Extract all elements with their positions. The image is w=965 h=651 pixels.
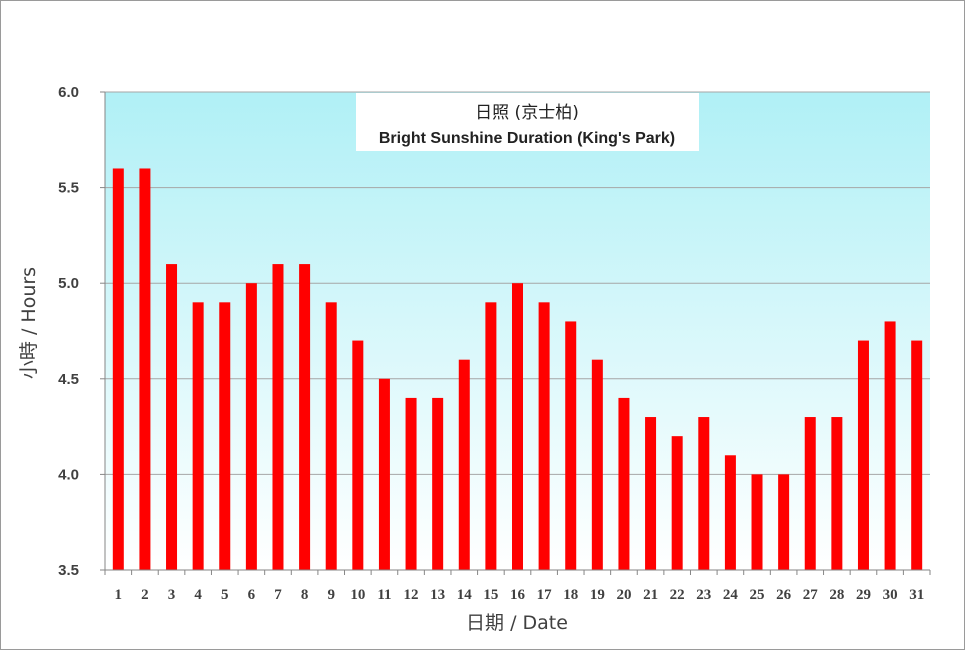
bar-day-6 — [245, 283, 257, 570]
bar-day-12 — [405, 397, 417, 570]
bar-day-16 — [512, 283, 523, 570]
x-tick-label: 6 — [248, 587, 256, 603]
x-tick-label: 26 — [776, 587, 792, 603]
x-tick-label: 22 — [670, 587, 685, 603]
bar-day-13 — [432, 397, 444, 570]
x-tick-label: 23 — [696, 587, 711, 603]
x-tick-label: 27 — [803, 587, 819, 603]
bar-day-20 — [618, 397, 630, 570]
x-tick-label: 16 — [510, 587, 526, 603]
x-tick-label: 29 — [856, 587, 871, 603]
x-tick-label: 12 — [404, 587, 419, 603]
bar-day-29 — [857, 340, 869, 570]
bar-day-14 — [458, 359, 470, 570]
x-tick-label: 28 — [829, 587, 844, 603]
x-tick-label: 21 — [643, 587, 658, 603]
chart-title: 日照 (京士柏) — [475, 103, 579, 123]
y-axis-ticks: 3.5 4.0 4.5 5.0 5.5 6.0 — [58, 84, 105, 579]
bar-day-2 — [139, 168, 151, 571]
bar-day-5 — [219, 302, 231, 570]
x-tick-label: 7 — [274, 587, 282, 603]
bar-day-17 — [538, 302, 550, 570]
y-axis-title: 小時 / Hours — [18, 267, 40, 379]
x-axis-ticks: 1 2 3 4 5 6 7 8 9 10 11 12 13 14 15 16 17 18 19 20 21 22 23 24 2… — [104, 570, 931, 603]
x-tick-label: 4 — [194, 587, 202, 603]
bar-day-3 — [166, 264, 178, 570]
bar-day-30 — [884, 321, 896, 570]
x-tick-label: 8 — [301, 587, 309, 603]
x-tick-label: 10 — [350, 587, 365, 603]
bar-day-25 — [751, 474, 763, 570]
x-tick-label: 15 — [483, 587, 498, 603]
bar-day-10 — [352, 340, 364, 570]
bar-day-4 — [192, 302, 204, 570]
x-tick-label: 17 — [537, 587, 553, 603]
x-tick-label: 3 — [168, 587, 176, 603]
x-tick-label: 5 — [221, 587, 229, 603]
bar-day-23 — [698, 417, 710, 570]
title-box — [356, 93, 699, 151]
y-tick-label: 3.5 — [58, 562, 79, 579]
bars — [112, 168, 923, 571]
bar-day-9 — [325, 302, 337, 570]
x-tick-label: 20 — [616, 587, 631, 603]
x-tick-label: 19 — [590, 587, 605, 603]
x-tick-label: 2 — [141, 587, 149, 603]
x-tick-label: 31 — [909, 587, 924, 603]
x-tick-label: 9 — [327, 587, 335, 603]
y-tick-label: 4.0 — [58, 466, 79, 483]
bar-day-15 — [485, 302, 497, 570]
bar-day-28 — [831, 417, 843, 570]
x-tick-label: 1 — [115, 587, 123, 603]
x-tick-label: 18 — [563, 587, 578, 603]
x-tick-label: 30 — [883, 587, 898, 603]
x-tick-label: 13 — [430, 587, 445, 603]
bar-day-19 — [591, 359, 603, 570]
bar-day-11 — [378, 378, 390, 570]
x-tick-label: 25 — [750, 587, 765, 603]
y-tick-label: 4.5 — [58, 371, 79, 388]
bar-day-22 — [671, 436, 683, 570]
y-tick-label: 6.0 — [58, 84, 79, 101]
bar-day-1 — [112, 168, 124, 571]
y-tick-label: 5.0 — [58, 275, 79, 292]
x-axis-title: 日期 / Date — [466, 612, 568, 634]
bar-day-31 — [911, 340, 923, 570]
bar-day-7 — [272, 264, 284, 570]
x-tick-label: 24 — [723, 587, 739, 603]
chart-subtitle: Bright Sunshine Duration (King's Park) — [379, 130, 675, 147]
bar-day-27 — [804, 417, 816, 570]
bar-day-8 — [299, 264, 311, 570]
x-tick-label: 14 — [457, 587, 473, 603]
bar-day-24 — [724, 455, 736, 570]
x-tick-label: 11 — [377, 587, 391, 603]
bar-day-26 — [778, 474, 790, 570]
bar-day-21 — [645, 417, 657, 570]
y-tick-label: 5.5 — [58, 180, 79, 197]
bar-day-18 — [565, 321, 577, 570]
